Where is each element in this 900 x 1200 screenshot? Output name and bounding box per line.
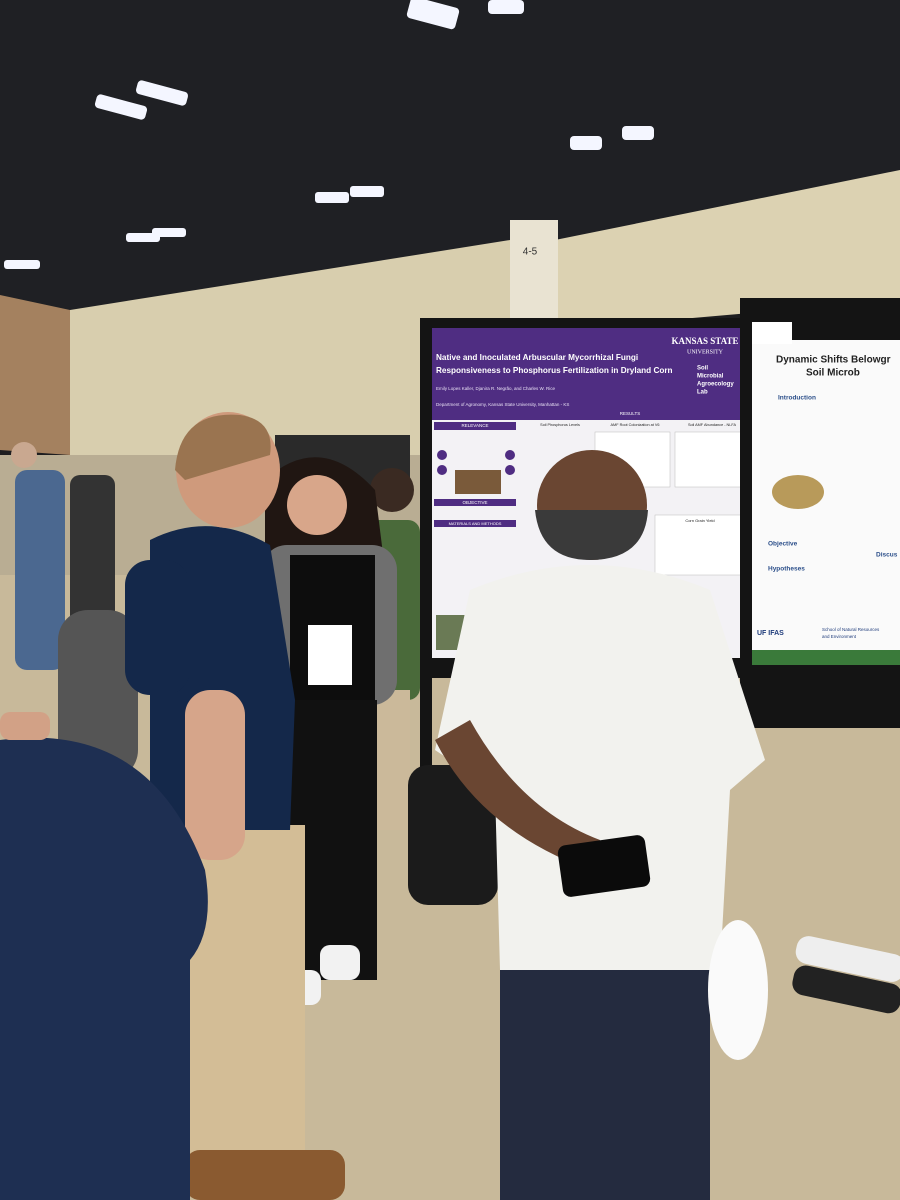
poster-tube <box>792 965 900 1014</box>
section-bar <box>520 410 750 418</box>
poster-header <box>432 328 752 420</box>
wall <box>70 240 510 470</box>
affiliation: Department of Agronomy, Kansas State Uni… <box>436 402 569 407</box>
lab-name: Soil <box>697 366 708 372</box>
brick-wall <box>0 295 70 455</box>
backpack <box>408 765 498 905</box>
section-heading: Hypotheses <box>768 566 805 573</box>
footer-text: and Environment <box>822 634 857 639</box>
pillar <box>510 220 558 335</box>
figure-title: Corn Grain Yield <box>685 518 714 523</box>
poster-icons <box>437 450 515 475</box>
poster-title: Soil Microb <box>806 368 860 379</box>
lab-name: Lab <box>697 390 708 396</box>
wall <box>555 170 900 330</box>
section-bar <box>434 499 516 506</box>
lab-name: Microbial <box>697 374 724 380</box>
institution: KANSAS STATE <box>672 336 739 346</box>
section-heading: RESULTS <box>620 411 640 416</box>
poster-tube <box>795 936 900 982</box>
footer-logo: UF IFAS <box>757 630 784 637</box>
lab-name: Agroecology <box>697 382 734 388</box>
poster-title: Dynamic Shifts Belowgr <box>776 355 891 366</box>
poster-figure <box>455 470 501 494</box>
figure-title: Soil Phosphorus Levels <box>540 423 580 427</box>
backpack <box>58 610 138 780</box>
poster-title: Responsiveness to Phosphorus Fertilizati… <box>436 366 673 375</box>
section-heading: Objective <box>768 541 798 548</box>
person-foreground <box>0 712 208 1200</box>
figure-title: AMF Root Colonization at V6 <box>611 423 660 427</box>
section-bar <box>434 520 516 527</box>
poster <box>752 340 900 665</box>
poster-number <box>752 322 792 344</box>
pillar-sign: 4-5 <box>523 247 538 258</box>
figure-title: Soil AMF Abundance - NLFA <box>688 423 737 427</box>
institution: UNIVERSITY <box>687 349 724 355</box>
poster-footer <box>752 650 900 665</box>
poster-title: Native and Inoculated Arbuscular Mycorrh… <box>436 353 638 362</box>
authors: Emily Lopes Kaller, Djanira R. Negrão, a… <box>436 386 556 391</box>
section-heading: RELEVANCE <box>462 423 489 428</box>
section-heading: OBJECTIVE <box>462 500 487 505</box>
section-heading: MATERIALS AND METHODS <box>449 521 502 526</box>
section-bar <box>434 422 516 430</box>
footer-text: School of Natural Resources <box>822 627 880 632</box>
lab-logo: Soil Microbial Agroecology Lab <box>697 366 734 396</box>
poster-chart <box>654 514 746 576</box>
poster-figure <box>772 475 824 509</box>
person-woman <box>262 457 397 1005</box>
poster-chart <box>674 431 748 488</box>
ceiling-lights <box>4 0 654 269</box>
person-man-checkered <box>435 450 768 1200</box>
section-heading: Discus <box>876 552 898 559</box>
section-heading: Introduction <box>778 395 816 402</box>
